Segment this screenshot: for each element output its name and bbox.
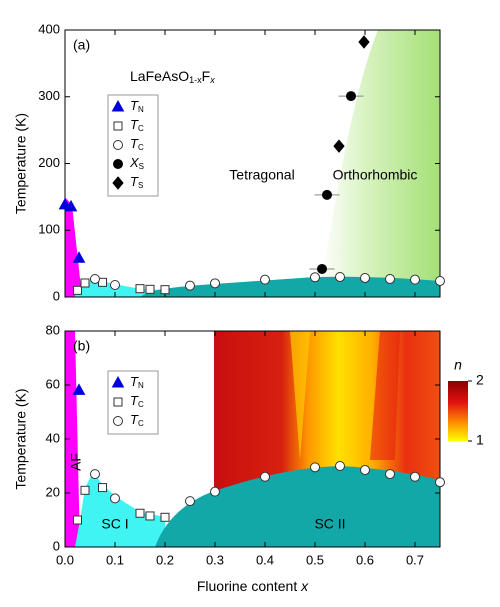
circle-marker [90, 469, 100, 480]
colorbar-label: n [454, 357, 462, 373]
square-marker [160, 512, 170, 522]
legend-label: TN [130, 98, 144, 114]
legend-marker [113, 159, 123, 169]
y-tick-label: 0 [53, 538, 60, 553]
square-marker [80, 278, 90, 288]
square-marker [160, 285, 170, 295]
region-label: Tetragonal [229, 167, 294, 183]
y-axis-label: Temperature (K) [13, 113, 29, 214]
y-tick-label: 40 [46, 430, 60, 445]
circle-marker [210, 486, 220, 497]
circle-marker [385, 469, 395, 480]
diamond-marker [358, 35, 370, 49]
legend-label: TC [130, 393, 144, 409]
square-marker [145, 511, 155, 521]
legend-marker [113, 416, 123, 426]
legend-marker [113, 121, 123, 131]
legend-label: TC [130, 412, 144, 428]
region-label: SC I [101, 516, 128, 532]
legend-label: TC [130, 136, 144, 152]
y-tick-label: 200 [38, 155, 60, 170]
x-tick-label: 0.3 [206, 552, 224, 567]
legend-label: TC [130, 117, 144, 133]
legend-marker [111, 375, 125, 388]
circle-marker [110, 279, 120, 290]
x-tick-label: 0.1 [106, 552, 124, 567]
circle-marker [90, 273, 100, 284]
circle-marker [385, 273, 395, 284]
circle-marker [322, 189, 332, 200]
region-label: SC II [314, 516, 345, 532]
legend-label: TS [130, 174, 143, 190]
circle-marker [410, 471, 420, 482]
y-tick-label: 300 [38, 88, 60, 103]
square-marker [98, 483, 107, 493]
legend-marker [113, 140, 123, 150]
triangle-marker [64, 199, 78, 212]
circle-marker [435, 275, 445, 286]
circle-marker [360, 272, 370, 283]
circle-marker [310, 462, 320, 473]
y-tick-label: 80 [46, 322, 60, 337]
circle-marker [185, 496, 195, 507]
colorbar-tick-label: 1 [476, 432, 484, 448]
panel-label: (b) [73, 338, 90, 354]
region-label: AF [68, 453, 84, 471]
circle-marker [335, 461, 345, 471]
circle-marker [317, 263, 327, 274]
sc2-region [140, 276, 440, 297]
y-tick-label: 100 [38, 222, 60, 237]
circle-marker [360, 465, 370, 476]
x-tick-label: 0.2 [156, 552, 174, 567]
y-tick-label: 60 [46, 376, 60, 391]
diamond-marker [333, 139, 345, 153]
circle-marker [435, 477, 445, 488]
legend-marker [112, 176, 124, 190]
square-marker [135, 508, 145, 518]
square-marker [80, 485, 90, 495]
y-tick-label: 0 [53, 288, 60, 303]
circle-marker [335, 271, 345, 282]
legend-label: TN [130, 374, 144, 390]
legend-marker [113, 397, 123, 407]
circle-marker [210, 278, 220, 289]
region-label: Orthorhombic [333, 167, 418, 183]
square-marker [73, 285, 82, 295]
panel-label: (a) [73, 37, 90, 53]
x-axis-label: Fluorine content x [197, 578, 309, 594]
y-tick-label: 20 [46, 484, 60, 499]
circle-marker [310, 272, 320, 283]
colorbar [448, 381, 468, 441]
af-region [65, 197, 82, 297]
circle-marker [110, 493, 120, 504]
heat-map [290, 331, 310, 460]
triangle-marker [72, 383, 86, 395]
y-tick-label: 400 [38, 21, 60, 36]
square-marker [73, 515, 82, 525]
circle-marker [410, 274, 420, 285]
triangle-marker [72, 251, 86, 263]
x-tick-label: 0.0 [56, 552, 74, 567]
x-tick-label: 0.5 [306, 552, 324, 567]
legend-label: XS [129, 155, 144, 171]
x-tick-label: 0.7 [406, 552, 424, 567]
sc2-region [155, 466, 440, 547]
x-tick-label: 0.6 [356, 552, 374, 567]
orthorhombic-region [320, 30, 440, 297]
circle-marker [185, 280, 195, 291]
circle-marker [346, 91, 356, 102]
colorbar-tick-label: 2 [476, 372, 484, 388]
circle-marker [260, 471, 270, 482]
formula: LaFeAsO1-xFx [130, 68, 215, 86]
square-marker [135, 284, 145, 294]
square-marker [145, 284, 155, 294]
y-axis-label: Temperature (K) [13, 388, 29, 489]
legend-marker [111, 99, 125, 112]
heat-map [370, 331, 400, 460]
x-tick-label: 0.4 [256, 552, 274, 567]
sc1-region [75, 472, 165, 547]
circle-marker [260, 274, 270, 285]
